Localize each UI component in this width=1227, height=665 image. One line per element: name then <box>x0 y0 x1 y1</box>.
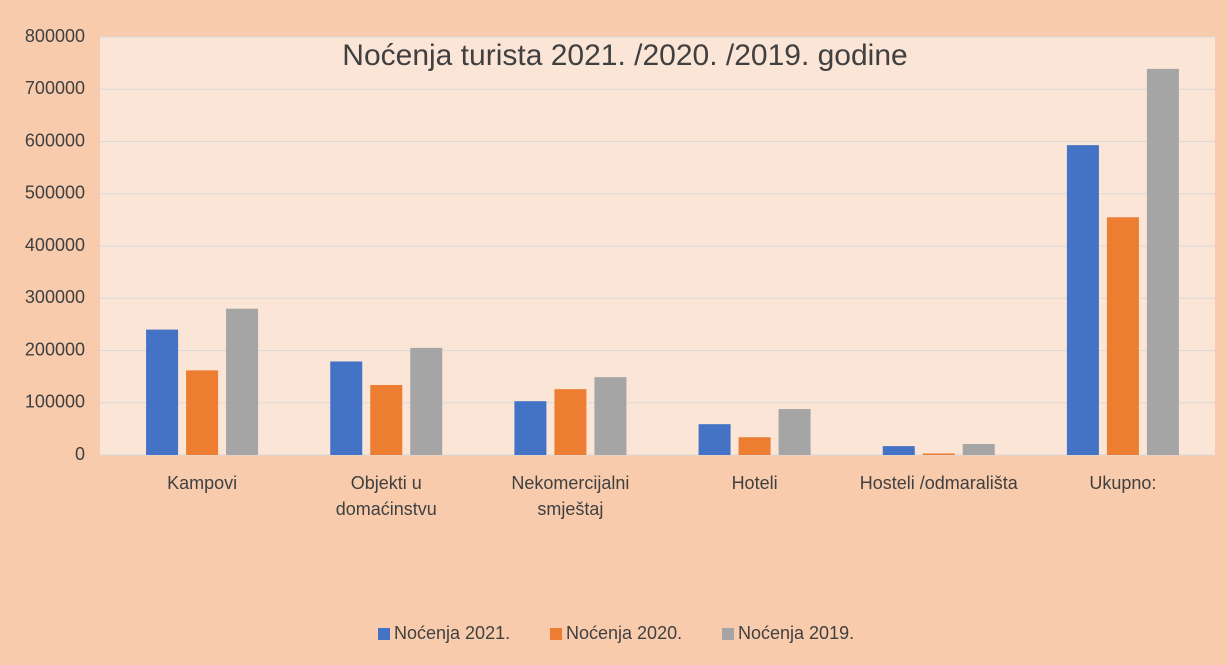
y-tick-label: 300000 <box>25 287 85 307</box>
y-tick-label: 400000 <box>25 235 85 255</box>
legend-swatch <box>722 628 734 640</box>
bar <box>330 361 363 455</box>
bar <box>370 384 403 455</box>
chart-title: Noćenja turista 2021. /2020. /2019. godi… <box>342 39 907 72</box>
bar <box>698 424 731 455</box>
legend-label: Noćenja 2019. <box>738 623 854 643</box>
y-tick-label: 0 <box>75 444 85 464</box>
y-tick-label: 100000 <box>25 392 85 412</box>
y-tick-label: 800000 <box>25 26 85 46</box>
bar <box>882 446 915 455</box>
bar <box>922 453 955 455</box>
legend-swatch <box>378 628 390 640</box>
bar <box>1066 145 1099 455</box>
bar <box>778 409 811 455</box>
bar <box>1106 217 1139 455</box>
bar <box>146 329 179 455</box>
bar <box>962 444 995 455</box>
bar <box>554 389 587 455</box>
x-tick-label: Objekti u domaćinstvu <box>335 473 437 519</box>
legend-label: Noćenja 2020. <box>566 623 682 643</box>
x-tick-label: Ukupno: <box>1089 473 1157 493</box>
bar <box>226 308 259 455</box>
bar <box>738 437 771 455</box>
bar <box>514 401 547 455</box>
y-tick-label: 500000 <box>25 183 85 203</box>
y-tick-label: 600000 <box>25 130 85 150</box>
x-tick-label: Hosteli /odmarališta <box>859 473 1018 493</box>
bar <box>1146 68 1179 455</box>
x-tick-label: Hoteli <box>731 473 778 493</box>
y-tick-label: 200000 <box>25 339 85 359</box>
bar <box>186 370 219 455</box>
x-tick-label: Nekomercijalni smještaj <box>511 473 630 519</box>
x-tick-label: Kampovi <box>167 473 238 493</box>
bar <box>410 347 443 455</box>
legend-label: Noćenja 2021. <box>394 623 510 643</box>
legend-swatch <box>550 628 562 640</box>
bar <box>594 377 627 455</box>
y-tick-label: 700000 <box>25 78 85 98</box>
